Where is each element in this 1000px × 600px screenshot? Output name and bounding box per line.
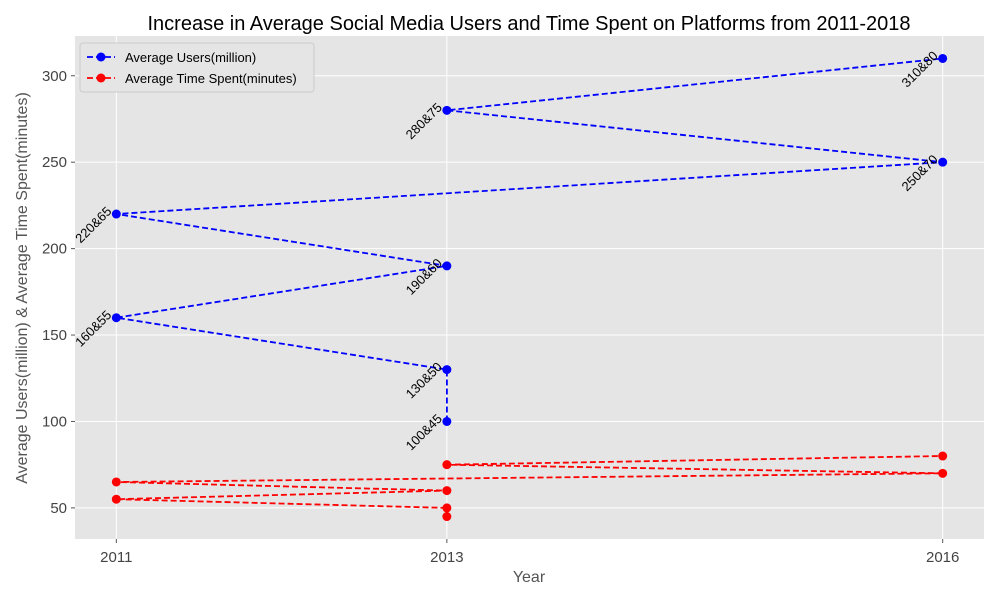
data-point-series-1 xyxy=(442,460,452,470)
legend-users-marker-swatch xyxy=(96,52,106,62)
series-line-1 xyxy=(116,455,943,517)
data-point-series-0 xyxy=(442,365,452,375)
x-tick-label: 2013 xyxy=(430,549,463,566)
y-tick-label: 50 xyxy=(50,500,67,517)
y-tick-label: 300 xyxy=(42,68,67,85)
legend-time-label: Average Time Spent(minutes) xyxy=(125,71,297,86)
y-tick-label: 200 xyxy=(42,241,67,258)
chart-title: Increase in Average Social Media Users a… xyxy=(148,13,911,35)
data-point-series-1 xyxy=(938,451,948,461)
data-point-series-1 xyxy=(111,494,121,504)
data-point-series-1 xyxy=(111,477,121,487)
legend-users-label: Average Users(million) xyxy=(125,50,256,65)
x-tick-label: 2011 xyxy=(100,549,132,566)
data-point-series-0 xyxy=(442,261,452,271)
data-point-series-0 xyxy=(442,105,452,115)
series-line-0 xyxy=(116,57,943,422)
y-tick-label: 100 xyxy=(42,413,67,430)
y-axis-label: Average Users(million) & Average Time Sp… xyxy=(14,92,31,484)
data-point-series-1 xyxy=(442,486,452,496)
legend-item-users: Average Users(million) xyxy=(87,50,256,65)
legend-item-time: Average Time Spent(minutes) xyxy=(87,71,297,86)
data-point-series-0 xyxy=(938,53,948,63)
data-point-series-1 xyxy=(442,512,452,522)
legend: Average Users(million) Average Time Spen… xyxy=(79,42,315,93)
data-point-series-1 xyxy=(938,468,948,478)
y-tick-label: 150 xyxy=(42,327,67,344)
data-point-series-0 xyxy=(111,313,121,323)
data-point-series-1 xyxy=(442,503,452,513)
data-point-series-0 xyxy=(111,209,121,219)
data-point-series-0 xyxy=(938,157,948,167)
axis-ticks: 50 100 150 200 250 300 2011 2013 2016 xyxy=(42,68,959,566)
x-axis-label: Year xyxy=(513,569,546,586)
y-tick-label: 250 xyxy=(42,154,67,171)
x-tick-label: 2016 xyxy=(926,549,959,566)
data-point-series-0 xyxy=(442,416,452,426)
legend-time-marker-swatch xyxy=(96,73,106,83)
legend-box xyxy=(79,42,315,93)
series-layer xyxy=(111,53,948,522)
